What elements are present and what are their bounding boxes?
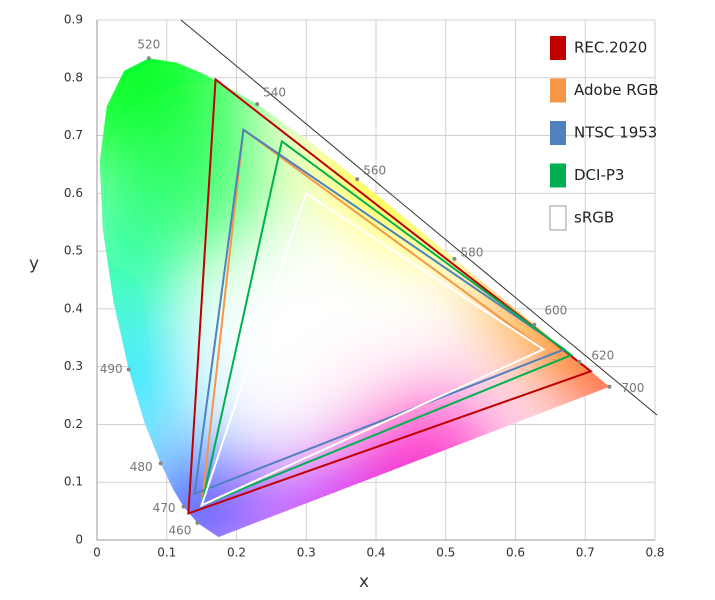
wavelength-dot (452, 256, 457, 261)
wavelength-dot (607, 384, 612, 389)
fill-blob (99, 320, 190, 440)
wavelength-label: 480 (130, 460, 153, 474)
wavelength-label: 520 (137, 38, 160, 52)
wavelength-label: 600 (544, 303, 567, 317)
gamut-triangle (187, 77, 593, 515)
legend-swatch (550, 121, 566, 145)
y-tick-label: 0.2 (64, 417, 83, 431)
x-tick-label: 0.6 (506, 546, 525, 560)
wavelength-dot (181, 504, 186, 509)
fill-blob (99, 200, 180, 320)
x-tick-label: 0.3 (297, 546, 316, 560)
wavelength-dot (577, 359, 582, 364)
x-tick-label: 0.8 (645, 546, 664, 560)
legend-label: DCI-P3 (574, 166, 624, 184)
wavelength-dot (532, 322, 537, 327)
wavelength-dot (158, 461, 163, 466)
wavelength-label: 540 (263, 86, 286, 100)
y-axis-title: y (29, 254, 39, 274)
wavelength-label: 460 (169, 523, 192, 537)
x-axis-title: x (359, 572, 369, 592)
y-tick-label: 0 (75, 533, 83, 547)
fill-blob (560, 310, 610, 430)
x-tick-label: 0.5 (436, 546, 455, 560)
y-tick-label: 0.3 (64, 359, 83, 373)
fill-blob (130, 110, 270, 250)
y-tick-label: 0.5 (64, 244, 83, 258)
wavelength-dot (355, 177, 360, 182)
legend-swatch (549, 205, 567, 231)
gamut-triangle (200, 139, 574, 507)
x-tick-label: 0 (93, 546, 101, 560)
fill-blob (330, 70, 510, 250)
legend: REC.2020 Adobe RGB NTSC 1953 DCI-P3 sRGB (549, 36, 659, 231)
x-tick-label: 0.4 (366, 546, 385, 560)
legend-label: NTSC 1953 (574, 124, 657, 142)
marks (126, 56, 612, 525)
legend-label: sRGB (574, 209, 614, 227)
y-tick-label: 0.6 (64, 186, 83, 200)
gamut-triangle (199, 191, 546, 508)
legend-label: REC.2020 (574, 39, 647, 57)
wavelength-label: 490 (100, 362, 123, 376)
wavelength-label: 700 (621, 381, 644, 395)
gamut-triangle (193, 128, 567, 496)
x-tick-label: 0.1 (157, 546, 176, 560)
legend-swatch (550, 163, 566, 188)
y-tick-label: 0.1 (64, 475, 83, 489)
legend-swatch (550, 78, 566, 103)
wavelength-dot (126, 367, 131, 372)
wavelength-dot (195, 520, 200, 525)
x-tick-label: 0.2 (227, 546, 246, 560)
wavelength-label: 470 (153, 501, 176, 515)
y-tick-label: 0.4 (64, 301, 83, 315)
x-tick-label: 0.7 (576, 546, 595, 560)
boundary-line (180, 19, 658, 416)
wavelength-label: 580 (460, 245, 483, 259)
legend-swatch (550, 36, 566, 60)
legend-label: Adobe RGB (574, 81, 659, 99)
wavelength-label: 560 (363, 164, 386, 178)
wavelength-dot (255, 102, 260, 107)
y-tick-label: 0.8 (64, 70, 83, 84)
wavelength-dot (146, 56, 151, 61)
y-tick-label: 0.9 (64, 13, 83, 27)
fill-blob (340, 390, 500, 538)
y-tick-label: 0.7 (64, 128, 83, 142)
wavelength-label: 620 (591, 348, 614, 362)
fill-blob (250, 280, 370, 400)
